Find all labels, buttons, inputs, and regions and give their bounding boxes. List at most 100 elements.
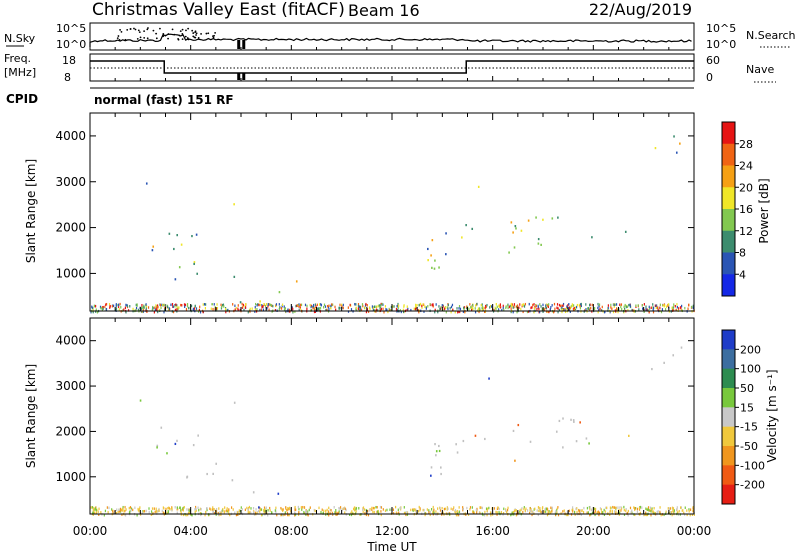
scatter-cell	[141, 511, 143, 514]
scatter-cell	[434, 310, 436, 314]
scatter-cell	[115, 304, 117, 307]
scatter-cell	[260, 513, 263, 517]
scatter-cell	[109, 305, 111, 308]
scatter-cell	[143, 305, 145, 309]
scatter-cell	[312, 307, 314, 310]
scatter-cell	[674, 304, 676, 308]
scatter-cell	[138, 509, 140, 513]
scatter-cell	[551, 304, 553, 307]
scatter-cell	[589, 308, 591, 312]
scatter-cell	[569, 306, 572, 310]
scatter-cell	[402, 310, 405, 314]
scatter-cell	[562, 510, 564, 513]
scatter-cell	[285, 507, 287, 510]
scatter-cell	[242, 305, 244, 308]
scatter-cell	[94, 304, 97, 308]
scatter-cell	[327, 510, 330, 513]
scatter-cell	[190, 513, 192, 516]
scatter-cell	[496, 511, 498, 514]
scatter-cell	[472, 510, 475, 514]
scatter-cell	[141, 303, 143, 307]
scatter-cell	[597, 302, 599, 306]
scatter-cell	[629, 303, 631, 307]
scatter-cell	[579, 421, 581, 424]
scatter-cell	[90, 506, 92, 509]
scatter-cell	[369, 509, 371, 512]
scatter-cell	[363, 508, 366, 511]
scatter-cell	[566, 305, 568, 308]
scatter-cell	[300, 303, 303, 307]
scatter-cell	[431, 239, 434, 242]
scatter-cell	[513, 303, 516, 306]
scatter-cell	[537, 242, 540, 245]
scatter-cell	[240, 506, 242, 509]
noise-search-dot	[120, 31, 123, 33]
colorbar-tick-label: -15	[740, 421, 758, 434]
scatter-cell	[555, 510, 557, 513]
scatter-cell	[688, 510, 690, 513]
scatter-cell	[467, 513, 470, 516]
scatter-cell	[290, 509, 292, 513]
scatter-cell	[323, 303, 326, 307]
scatter-cell	[194, 304, 196, 308]
scatter-cell	[215, 507, 218, 511]
scatter-cell	[505, 509, 507, 512]
scatter-cell	[120, 509, 122, 512]
scatter-cell	[692, 304, 694, 308]
scatter-cell	[440, 472, 442, 476]
scatter-cell	[512, 231, 514, 234]
scatter-cell	[469, 303, 471, 306]
scatter-cell	[372, 306, 375, 310]
scatter-cell	[145, 307, 147, 310]
noise-search-dot	[197, 36, 200, 39]
scatter-cell	[560, 512, 562, 515]
scatter-cell	[232, 508, 234, 511]
scatter-cell	[551, 506, 553, 510]
scatter-cell	[557, 506, 559, 509]
scatter-cell	[538, 509, 540, 513]
scatter-cell	[562, 308, 564, 311]
scatter-cell	[626, 305, 629, 309]
scatter-cell	[148, 507, 150, 510]
scatter-cell	[646, 308, 648, 311]
scatter-cell	[232, 303, 234, 306]
scatter-cell	[569, 310, 571, 313]
scatter-cell	[477, 185, 480, 188]
scatter-cell	[222, 507, 224, 511]
scatter-cell	[427, 305, 429, 308]
scatter-cell	[447, 512, 449, 515]
noise-search-dot	[124, 38, 127, 41]
scatter-cell	[384, 509, 387, 512]
scatter-cell	[473, 511, 475, 515]
scatter-cell	[513, 305, 515, 309]
scatter-cell	[499, 304, 501, 308]
scatter-cell	[205, 303, 207, 306]
scatter-cell	[212, 508, 214, 511]
scatter-cell	[585, 308, 587, 311]
scatter-cell	[623, 505, 625, 509]
scatter-cell	[236, 511, 239, 514]
scatter-cell	[399, 309, 401, 312]
scatter-cell	[594, 507, 597, 511]
scatter-cell	[453, 506, 455, 509]
noise-right-label: N.Search	[746, 29, 796, 42]
scatter-cell	[335, 511, 337, 515]
scatter-cell	[639, 511, 642, 515]
scatter-cell	[275, 303, 278, 306]
scatter-cell	[365, 310, 368, 314]
scatter-cell	[359, 513, 361, 516]
scatter-cell	[531, 513, 533, 517]
scatter-cell	[98, 507, 100, 511]
scatter-cell	[342, 306, 344, 310]
scatter-cell	[309, 506, 311, 509]
scatter-cell	[430, 254, 432, 257]
colorbar-tick-label: 8	[739, 247, 746, 260]
scatter-cell	[142, 306, 144, 309]
scatter-cell	[188, 306, 190, 310]
scatter-cell	[156, 446, 158, 449]
scatter-cell	[551, 510, 553, 513]
scatter-cell	[329, 508, 331, 512]
scatter-cell	[111, 508, 113, 511]
scatter-cell	[338, 506, 340, 510]
